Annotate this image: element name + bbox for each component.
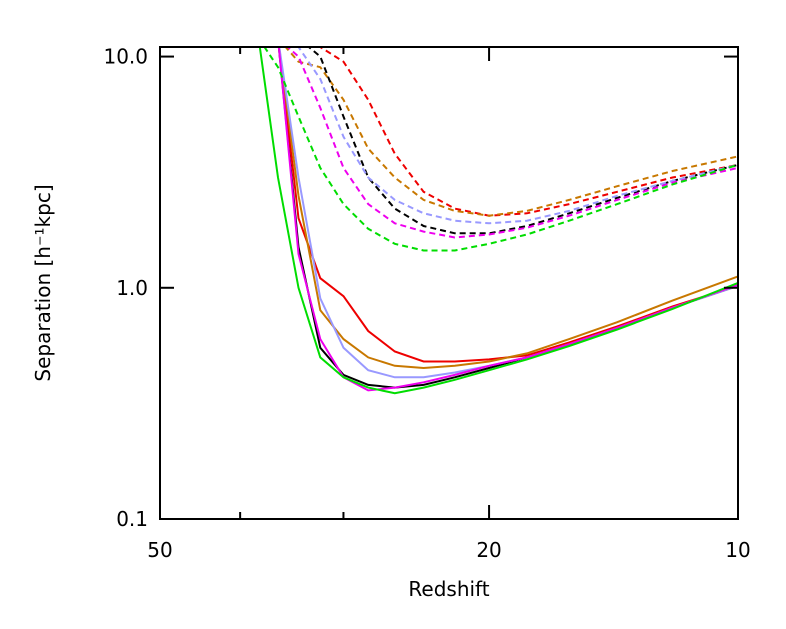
y-tick-label: 1.0 [116,276,148,300]
y-tick-label: 10.0 [103,45,148,69]
plot-lines [258,47,738,395]
data-line [295,47,738,225]
x-tick-label: 20 [476,538,501,562]
plot-frame [159,46,739,520]
data-line [317,47,738,217]
y-tick-label: 0.1 [116,507,148,531]
y-axis-label: Separation [h⁻¹kpc] [31,184,55,381]
x-tick-label: 10 [725,538,750,562]
x-axis-label: Redshift [408,577,489,601]
data-line [277,47,738,392]
data-line [284,47,738,217]
data-line [286,47,738,239]
data-line [307,47,738,235]
data-line [263,47,738,252]
data-line [277,47,738,363]
data-line [278,47,738,370]
data-line [258,47,738,395]
x-tick-label: 50 [147,538,172,562]
